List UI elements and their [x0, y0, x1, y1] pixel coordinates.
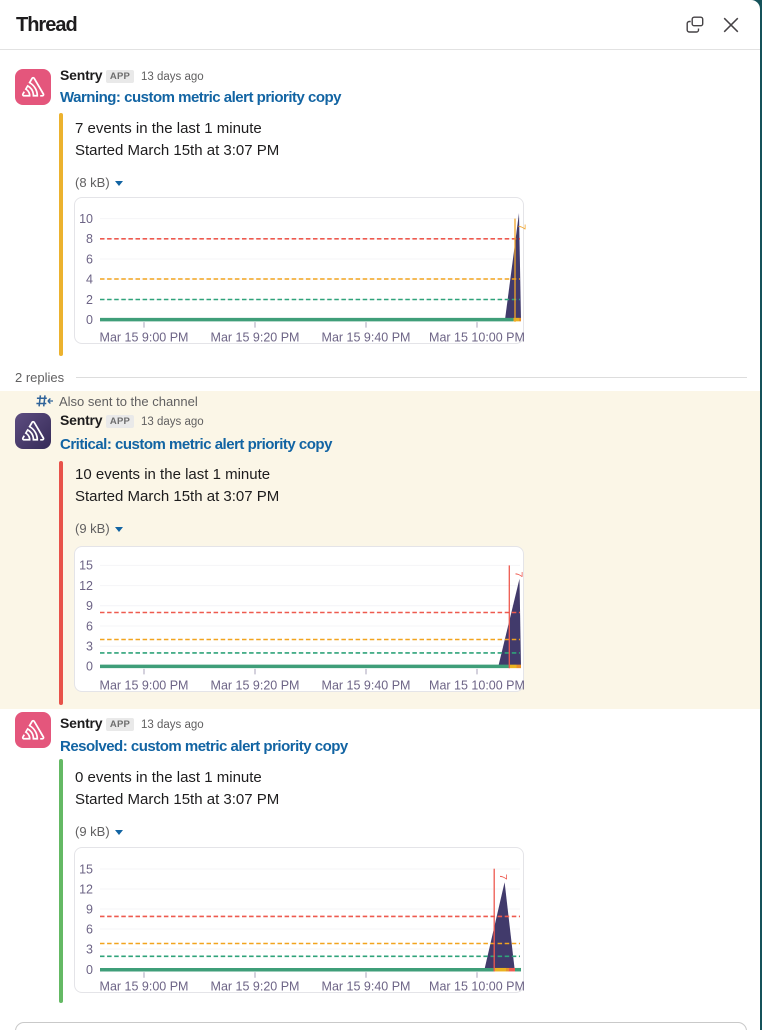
- svg-text:Mar 15 9:20 PM: Mar 15 9:20 PM: [211, 679, 300, 693]
- svg-text:0: 0: [86, 660, 93, 674]
- svg-text:Mar 15 9:00 PM: Mar 15 9:00 PM: [100, 331, 189, 345]
- svg-text:10: 10: [79, 212, 93, 226]
- svg-text:Mar 15 9:40 PM: Mar 15 9:40 PM: [322, 980, 411, 994]
- svg-text:0: 0: [86, 313, 93, 327]
- svg-text:6: 6: [86, 619, 93, 633]
- svg-text:15: 15: [79, 862, 93, 876]
- svg-text:Mar 15 9:40 PM: Mar 15 9:40 PM: [322, 679, 411, 693]
- svg-text:7: 7: [497, 874, 509, 880]
- svg-text:9: 9: [86, 902, 93, 916]
- svg-text:9: 9: [86, 599, 93, 613]
- svg-text:Mar 15 9:20 PM: Mar 15 9:20 PM: [211, 331, 300, 345]
- svg-text:Mar 15 9:40 PM: Mar 15 9:40 PM: [322, 331, 411, 345]
- svg-text:6: 6: [86, 252, 93, 266]
- svg-text:12: 12: [79, 882, 93, 896]
- svg-text:4: 4: [86, 272, 93, 286]
- svg-text:8: 8: [86, 232, 93, 246]
- svg-text:2: 2: [86, 293, 93, 307]
- svg-text:Mar 15 9:20 PM: Mar 15 9:20 PM: [211, 980, 300, 994]
- svg-text:6: 6: [86, 922, 93, 936]
- svg-text:Mar 15 9:00 PM: Mar 15 9:00 PM: [100, 679, 189, 693]
- svg-text:7: 7: [516, 224, 528, 230]
- svg-text:3: 3: [86, 640, 93, 654]
- svg-text:15: 15: [79, 559, 93, 573]
- svg-text:7: 7: [513, 572, 525, 578]
- svg-text:0: 0: [86, 963, 93, 977]
- svg-text:3: 3: [86, 942, 93, 956]
- svg-text:12: 12: [79, 579, 93, 593]
- svg-text:Mar 15 10:00 PM: Mar 15 10:00 PM: [429, 980, 525, 994]
- svg-text:Mar 15 9:00 PM: Mar 15 9:00 PM: [100, 980, 189, 994]
- svg-text:Mar 15 10:00 PM: Mar 15 10:00 PM: [429, 331, 525, 345]
- svg-text:Mar 15 10:00 PM: Mar 15 10:00 PM: [429, 679, 525, 693]
